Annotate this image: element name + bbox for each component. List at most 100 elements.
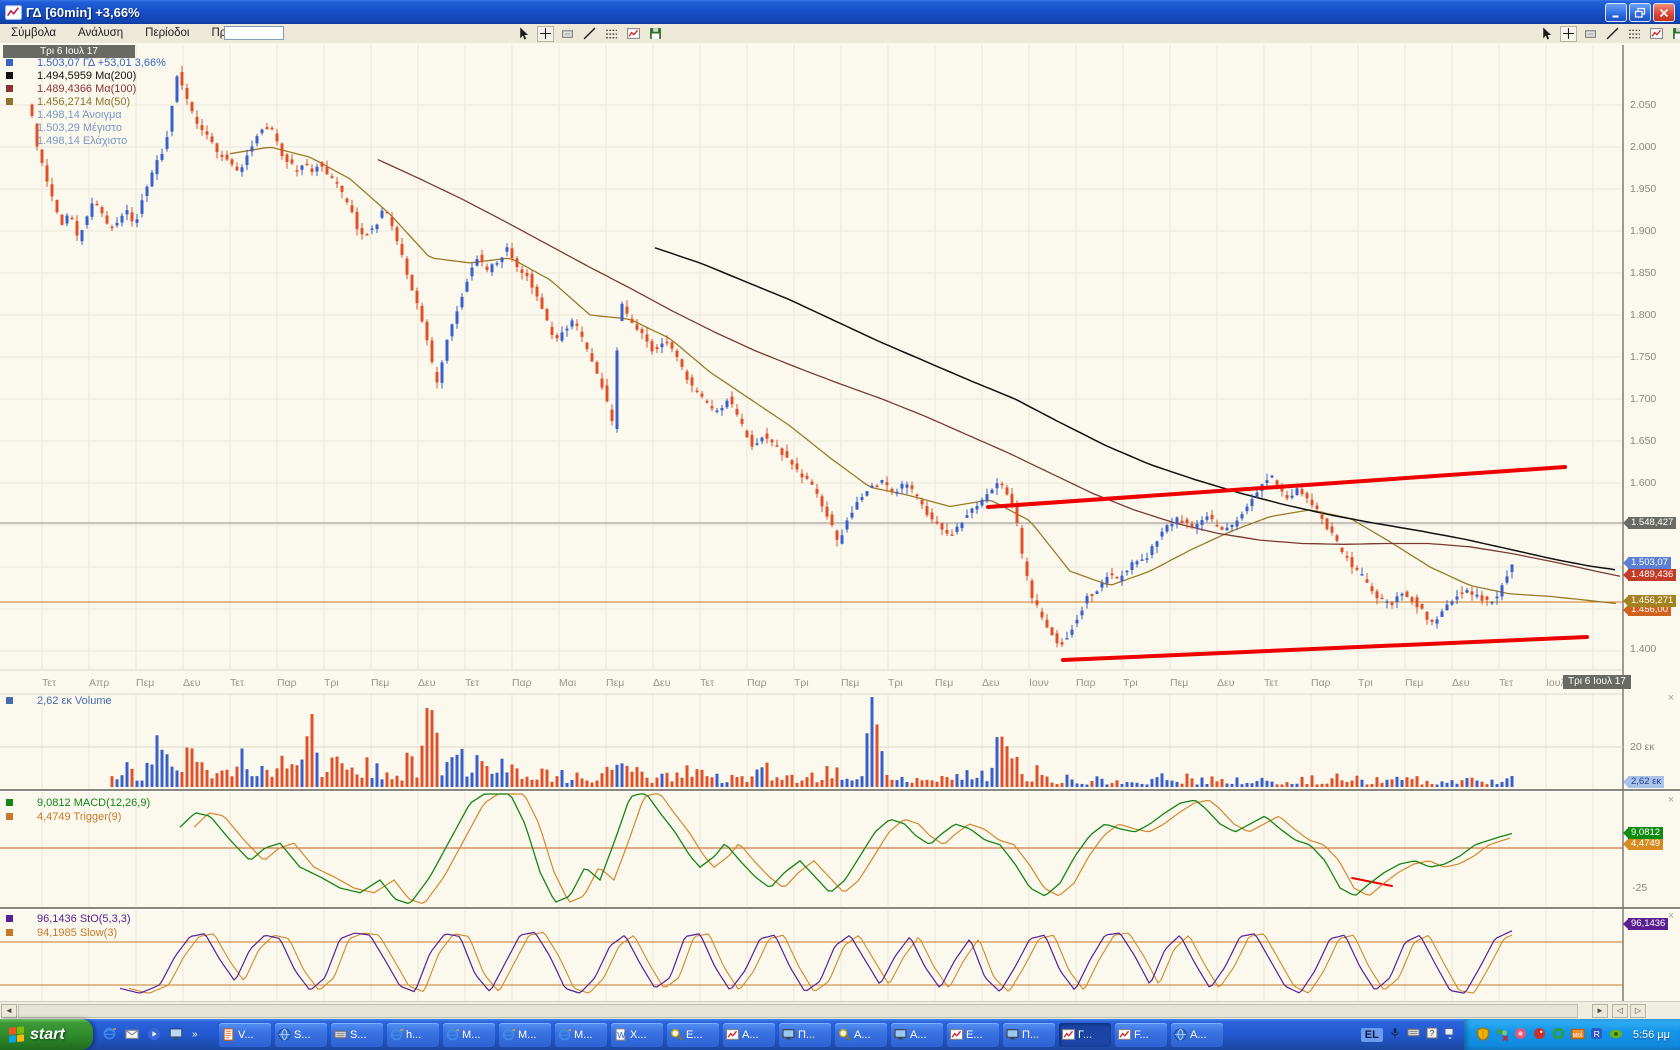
menu-Περίοδοι[interactable]: Περίοδοι (145, 27, 190, 39)
scroll-thumb[interactable] (18, 1004, 1578, 1018)
save-icon (650, 28, 661, 39)
doc-icon (222, 1028, 235, 1041)
tool-trendline-button[interactable] (1604, 26, 1621, 42)
taskbar-button-11[interactable]: A... (835, 1022, 887, 1047)
system-tray: MIX R 5:56 μμ (1463, 1019, 1680, 1050)
menu-Σύμβολα[interactable]: Σύμβολα (11, 27, 57, 39)
desktop-icon[interactable] (169, 1027, 185, 1043)
keyboard-icon[interactable] (1407, 1026, 1420, 1044)
globe-icon (278, 1028, 291, 1041)
taskbar-button-7[interactable]: W X... (611, 1022, 663, 1047)
langbar-window-icon[interactable] (1444, 1026, 1456, 1044)
help-icon[interactable]: ? (1426, 1026, 1438, 1044)
windows-logo-icon (9, 1025, 25, 1044)
magnifier-icon (838, 1028, 851, 1041)
tool-crosshair-button[interactable] (537, 25, 554, 42)
taskbar-button-14[interactable]: Π... (1003, 1022, 1055, 1047)
tool-rectangle-button[interactable] (1582, 26, 1599, 42)
tool-save-button[interactable] (647, 26, 664, 42)
taskbar-button-4[interactable]: M... (443, 1022, 495, 1047)
ie-icon (446, 1028, 459, 1041)
scroll-page-right-button[interactable]: ▷ (1630, 1004, 1646, 1018)
mail-icon[interactable] (125, 1027, 141, 1043)
toolbar-group-right-pane (1538, 24, 1680, 43)
taskbar-button-2[interactable]: S... (331, 1022, 383, 1047)
taskbar-button-3[interactable]: h... (387, 1022, 439, 1047)
ring-icon[interactable] (1552, 1027, 1567, 1042)
taskbar-button-0[interactable]: V... (219, 1022, 271, 1047)
crosshair-icon (540, 28, 551, 39)
quick-launch: » (93, 1019, 215, 1050)
pointer-icon (520, 27, 529, 40)
bird-icon[interactable] (1533, 1027, 1548, 1042)
taskbar-button-15[interactable]: Γ... (1059, 1022, 1111, 1047)
ie-icon (390, 1028, 403, 1041)
tool-trendline-button[interactable] (581, 26, 598, 42)
tool-chart-button[interactable] (625, 26, 642, 42)
word-icon: W (614, 1028, 627, 1041)
toolbar-group-left-pane (515, 24, 664, 43)
symbol-input[interactable] (224, 26, 284, 40)
chart-icon (627, 28, 640, 39)
menu-Ανάλυση[interactable]: Ανάλυση (78, 27, 124, 39)
horizontal-scrollbar[interactable]: ◄ ► ◁ ▷ (0, 1001, 1680, 1020)
tool-chart-button[interactable] (1648, 26, 1665, 42)
taskbar-button-8[interactable]: E... (667, 1022, 719, 1047)
panel-close-icon-macd[interactable]: × (1667, 794, 1675, 806)
player-icon[interactable] (147, 1027, 163, 1043)
taskbar-button-5[interactable]: M... (499, 1022, 551, 1047)
close-button[interactable] (1653, 3, 1675, 22)
rplayer-icon[interactable]: R (1590, 1027, 1605, 1042)
panel-close-icon-sto[interactable]: × (1667, 910, 1675, 922)
keyboard-icon (334, 1028, 347, 1041)
language-indicator[interactable]: EL (1360, 1027, 1383, 1042)
scroll-right-button[interactable]: ► (1592, 1004, 1608, 1018)
ie-icon[interactable] (103, 1027, 119, 1043)
messenger-icon[interactable] (1514, 1027, 1529, 1042)
shield-icon[interactable] (1476, 1027, 1491, 1042)
chart-icon (1650, 28, 1663, 39)
rectangle-icon (1585, 30, 1596, 38)
taskbar-button-1[interactable]: S... (275, 1022, 327, 1047)
microphone-icon[interactable] (1389, 1026, 1401, 1044)
mix-icon[interactable]: MIX (1571, 1027, 1586, 1042)
minimize-button[interactable] (1605, 3, 1627, 22)
users-icon[interactable] (1495, 1027, 1510, 1042)
svg-text:?: ? (1429, 1028, 1434, 1038)
taskbar: start» V... S... S... h... M... M... M... W X... E… (0, 1019, 1680, 1050)
taskbar-button-16[interactable]: F... (1115, 1022, 1167, 1047)
svg-text:W: W (617, 1030, 626, 1040)
tool-save-button[interactable] (1670, 26, 1680, 42)
chart-icon (1062, 1028, 1075, 1041)
svg-text:MIX: MIX (1573, 1033, 1583, 1039)
chart-icon (1118, 1028, 1131, 1041)
trendline-icon (583, 27, 596, 40)
scroll-left-button[interactable]: ◄ (1, 1004, 17, 1018)
chevron-icon[interactable]: » (191, 1027, 207, 1043)
crosshair-icon (1563, 28, 1574, 39)
monitor-icon (782, 1028, 795, 1041)
taskbar-button-10[interactable]: Π... (779, 1022, 831, 1047)
taskbar-button-9[interactable]: A... (723, 1022, 775, 1047)
tool-rectangle-button[interactable] (559, 26, 576, 42)
clock[interactable]: 5:56 μμ (1632, 1028, 1670, 1041)
tool-pointer-button[interactable] (1538, 26, 1555, 42)
scroll-page-left-button[interactable]: ◁ (1612, 1004, 1628, 1018)
restore-button[interactable] (1629, 3, 1651, 22)
taskbar-button-6[interactable]: M... (555, 1022, 607, 1047)
taskbar-button-13[interactable]: E... (947, 1022, 999, 1047)
panel-close-icon-volume[interactable]: × (1667, 692, 1675, 704)
tool-pointer-button[interactable] (515, 26, 532, 42)
start-button[interactable]: start (0, 1019, 93, 1050)
tool-crosshair-button[interactable] (1560, 25, 1577, 42)
nvidia-icon[interactable] (1609, 1027, 1624, 1042)
save-icon (1673, 28, 1680, 39)
ie-icon (558, 1028, 571, 1041)
svg-text:R: R (1594, 1029, 1600, 1039)
chart-icon (726, 1028, 739, 1041)
taskbar-button-17[interactable]: A... (1171, 1022, 1223, 1047)
rectangle-icon (562, 30, 573, 38)
taskbar-button-12[interactable]: A... (891, 1022, 943, 1047)
